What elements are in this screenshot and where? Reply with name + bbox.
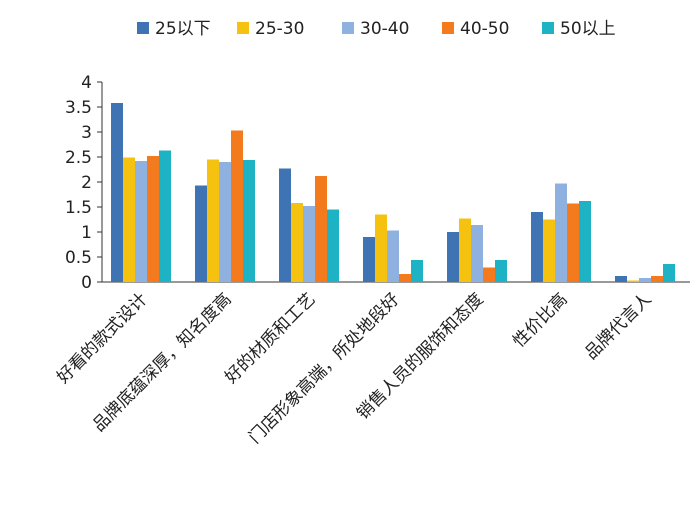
- legend-label: 25以下: [155, 19, 211, 39]
- legend-swatch: [237, 22, 249, 34]
- bar: [231, 130, 243, 282]
- y-tick-label: 0: [81, 273, 92, 293]
- y-tick-label: 3.5: [65, 98, 92, 118]
- legend-label: 50以上: [560, 19, 616, 39]
- y-tick-label: 1.5: [65, 198, 92, 218]
- bar: [147, 156, 159, 282]
- legend-label: 30-40: [360, 19, 409, 39]
- bar: [363, 237, 375, 282]
- x-category-label: 性价比高: [509, 289, 571, 351]
- bar: [555, 183, 567, 282]
- bar: [219, 162, 231, 282]
- bar: [195, 185, 207, 282]
- x-category-label: 品牌代言人: [581, 289, 655, 363]
- legend-swatch: [137, 22, 149, 34]
- legend-label: 25-30: [255, 19, 304, 39]
- bar: [411, 260, 423, 282]
- bar: [447, 232, 459, 282]
- bar: [207, 159, 219, 282]
- y-tick-label: 2: [81, 173, 92, 193]
- bar: [291, 203, 303, 282]
- bar: [123, 157, 135, 282]
- bar: [543, 219, 555, 282]
- bar: [639, 278, 651, 282]
- y-tick-label: 0.5: [65, 248, 92, 268]
- x-axis-labels: 好看的款式设计品牌底蕴深厚，知名度高好的材质和工艺门店形象高端，所处地段好销售人…: [53, 289, 655, 447]
- bar: [399, 274, 411, 282]
- bar: [279, 168, 291, 282]
- bar: [663, 264, 675, 282]
- bar: [315, 176, 327, 282]
- bar: [483, 267, 495, 282]
- bar: [471, 225, 483, 282]
- bar: [159, 150, 171, 282]
- legend-swatch: [442, 22, 454, 34]
- bar: [651, 276, 663, 282]
- legend-label: 40-50: [460, 19, 509, 39]
- legend: 25以下 25-30 30-40 40-50 50以上: [137, 19, 616, 39]
- bar: [627, 280, 639, 282]
- bar: [459, 218, 471, 282]
- bar: [387, 230, 399, 282]
- y-tick-label: 1: [81, 223, 92, 243]
- x-category-label: 品牌底蕴深厚，知名度高: [89, 289, 235, 435]
- y-tick-label: 2.5: [65, 148, 92, 168]
- bar: [531, 212, 543, 282]
- bar: [135, 161, 147, 282]
- bar: [243, 160, 255, 282]
- x-category-label: 门店形象高端，所处地段好: [245, 289, 403, 447]
- bar: [303, 206, 315, 282]
- legend-swatch: [342, 22, 354, 34]
- legend-swatch: [542, 22, 554, 34]
- bar: [111, 103, 123, 282]
- y-axis: 0 0.5 1 1.5 2 2.5 3 3.5 4: [65, 73, 690, 293]
- bar: [579, 201, 591, 282]
- bar: [615, 276, 627, 282]
- bar: [495, 260, 507, 282]
- y-tick-label: 4: [81, 73, 92, 93]
- bar: [567, 203, 579, 282]
- bar: [375, 214, 387, 282]
- y-tick-label: 3: [81, 123, 92, 143]
- bar: [327, 209, 339, 282]
- bars: [111, 103, 675, 282]
